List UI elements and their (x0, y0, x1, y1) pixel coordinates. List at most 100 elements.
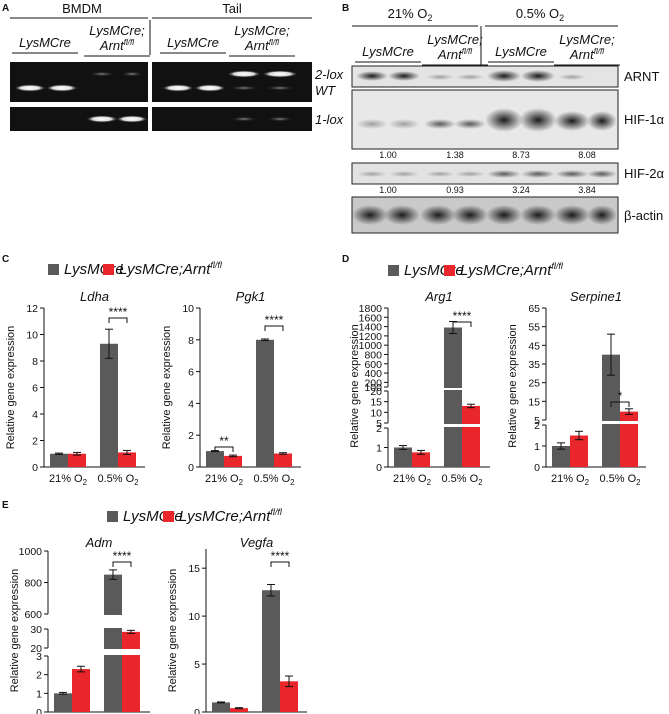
axis-break (49, 649, 151, 655)
significance-bracket (214, 446, 234, 452)
significance-label: **** (265, 313, 284, 327)
wb-lane-label: LysMCre (362, 44, 414, 59)
gel-band (120, 71, 144, 77)
x-tick-label: 0.5% O2 (97, 473, 138, 487)
wb-band (486, 205, 522, 225)
axis-break (389, 424, 491, 427)
chart-title: Arg1 (424, 289, 452, 304)
gel-band (86, 115, 118, 123)
wb-band (389, 171, 419, 177)
y-tick-label: 1800 (359, 303, 383, 315)
chart-adm: Adm Relative gene expression 0 1 2 320 30 600 80… (9, 535, 151, 714)
chart-title: Adm (85, 535, 113, 550)
y-tick-label: 6 (188, 367, 194, 379)
panel-b: B 21% O2 0.5% O2 LysMCreLysMCre;Arntfl/f… (342, 3, 665, 234)
significance-label: **** (113, 549, 132, 563)
bar (118, 452, 136, 467)
y-tick-label: 8 (32, 356, 38, 368)
y-tick-label: 200 (364, 377, 382, 389)
wb-band (521, 170, 555, 178)
legend-label-arnt: LysMCre;Arntfl/fl (119, 260, 223, 278)
y-tick-label: 1200 (359, 331, 383, 343)
y-tick-label: 2 (36, 670, 42, 682)
wb-quant-value: 8.73 (512, 150, 530, 160)
bar (570, 435, 588, 467)
bar (100, 343, 118, 467)
wb-band (487, 70, 521, 82)
wb-band (485, 108, 523, 132)
wb-label-actin: β-actin (624, 208, 663, 223)
wb-blot-hif2a (351, 162, 619, 185)
wb-band (555, 170, 589, 178)
legend-swatch-lysmcre (107, 511, 118, 522)
y-tick-label: 10 (26, 330, 38, 342)
panel-label-b: B (342, 3, 349, 14)
y-tick-label: 100 (364, 382, 382, 394)
y-tick-label: 15 (528, 396, 540, 408)
wb-quant-value: 1.38 (446, 150, 464, 160)
wb-lane-label: LysMCre; (427, 32, 483, 47)
legend-label-lysmcre: LysMCre (64, 261, 124, 278)
significance-label: ** (219, 434, 229, 448)
y-tick-label: 1000 (359, 340, 383, 352)
y-tick-label: 5 (194, 659, 200, 671)
x-tick-label: 21% O2 (393, 473, 431, 487)
chart-title: Vegfa (240, 535, 274, 550)
significance-bracket (610, 401, 630, 407)
wb-band (424, 119, 456, 129)
wb-band (384, 205, 420, 225)
gel-band (265, 85, 295, 91)
gel-band (162, 84, 194, 92)
y-tick-label: 2 (188, 430, 194, 442)
gel-image-tail-top (152, 62, 312, 102)
wb-label-arnt: ARNT (624, 69, 659, 84)
wb-quant-value: 1.00 (379, 150, 397, 160)
y-tick-label: 8 (188, 335, 194, 347)
y-tick-label: 600 (364, 359, 382, 371)
legend-label-arnt: LysMCre;Arntfl/fl (179, 507, 283, 525)
bar (462, 405, 480, 467)
wb-band (352, 205, 388, 225)
wb-band (454, 119, 486, 129)
gel-lane-label: LysMCre (19, 35, 71, 50)
significance-bracket (452, 321, 472, 327)
wb-cond-21: 21% O2 (388, 6, 433, 23)
significance-bracket (270, 561, 290, 567)
wb-lane-label: LysMCre; (559, 32, 615, 47)
bar (394, 447, 412, 467)
gel-band (14, 84, 46, 92)
x-tick-label: 0.5% O2 (599, 473, 640, 487)
wb-lane-label: Arntfl/fl (437, 47, 472, 62)
gel-lane-label: LysMCre; (234, 23, 290, 38)
y-tick-label: 2 (534, 420, 540, 432)
bar (280, 681, 298, 712)
chart-ylabel: Relative gene expression (507, 324, 519, 448)
y-tick-label: 400 (364, 368, 382, 380)
significance-bracket (264, 325, 284, 331)
y-tick-label: 0 (32, 462, 38, 474)
significance-label: **** (271, 549, 290, 563)
gel-band (194, 84, 226, 92)
chart-title: Serpine1 (570, 289, 622, 304)
legend-label-arnt: LysMCre;Arntfl/fl (460, 261, 564, 279)
wb-band (356, 119, 388, 129)
y-tick-label: 20 (370, 386, 382, 398)
wb-band (357, 171, 387, 177)
significance-bracket (112, 561, 132, 567)
x-tick-label: 21% O2 (49, 473, 87, 487)
wb-band (521, 70, 555, 82)
axis-break (547, 421, 647, 424)
y-tick-label: 800 (364, 349, 382, 361)
wb-band (587, 170, 617, 178)
y-tick-label: 5 (534, 415, 540, 427)
chart-ylabel: Relative gene expression (161, 326, 173, 450)
legend-swatch-arnt (444, 265, 455, 276)
y-tick-label: 4 (188, 398, 194, 410)
y-tick-label: 20 (30, 643, 42, 655)
y-tick-label: 600 (24, 609, 42, 621)
bar (206, 451, 224, 467)
